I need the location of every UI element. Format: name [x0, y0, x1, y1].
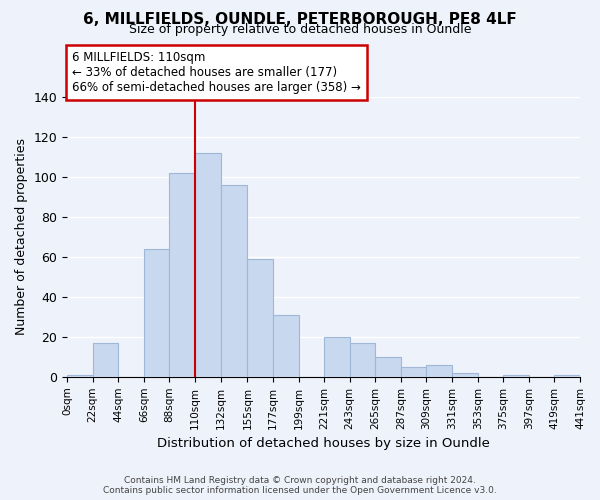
- Bar: [144, 249, 169, 377]
- Bar: [221, 185, 247, 377]
- Text: 6, MILLFIELDS, OUNDLE, PETERBOROUGH, PE8 4LF: 6, MILLFIELDS, OUNDLE, PETERBOROUGH, PE8…: [83, 12, 517, 28]
- X-axis label: Distribution of detached houses by size in Oundle: Distribution of detached houses by size …: [157, 437, 490, 450]
- Text: Size of property relative to detached houses in Oundle: Size of property relative to detached ho…: [129, 22, 471, 36]
- Text: 6 MILLFIELDS: 110sqm
← 33% of detached houses are smaller (177)
66% of semi-deta: 6 MILLFIELDS: 110sqm ← 33% of detached h…: [72, 51, 361, 94]
- Y-axis label: Number of detached properties: Number of detached properties: [15, 138, 28, 336]
- Bar: [427, 365, 452, 377]
- Bar: [195, 153, 221, 377]
- Bar: [93, 343, 118, 377]
- Text: Contains HM Land Registry data © Crown copyright and database right 2024.
Contai: Contains HM Land Registry data © Crown c…: [103, 476, 497, 495]
- Bar: [273, 315, 299, 377]
- Bar: [324, 337, 350, 377]
- Bar: [376, 357, 401, 377]
- Bar: [350, 343, 376, 377]
- Bar: [401, 367, 427, 377]
- Bar: [247, 259, 273, 377]
- Bar: [169, 173, 195, 377]
- Bar: [452, 373, 478, 377]
- Bar: [67, 375, 93, 377]
- Bar: [554, 375, 580, 377]
- Bar: [503, 375, 529, 377]
